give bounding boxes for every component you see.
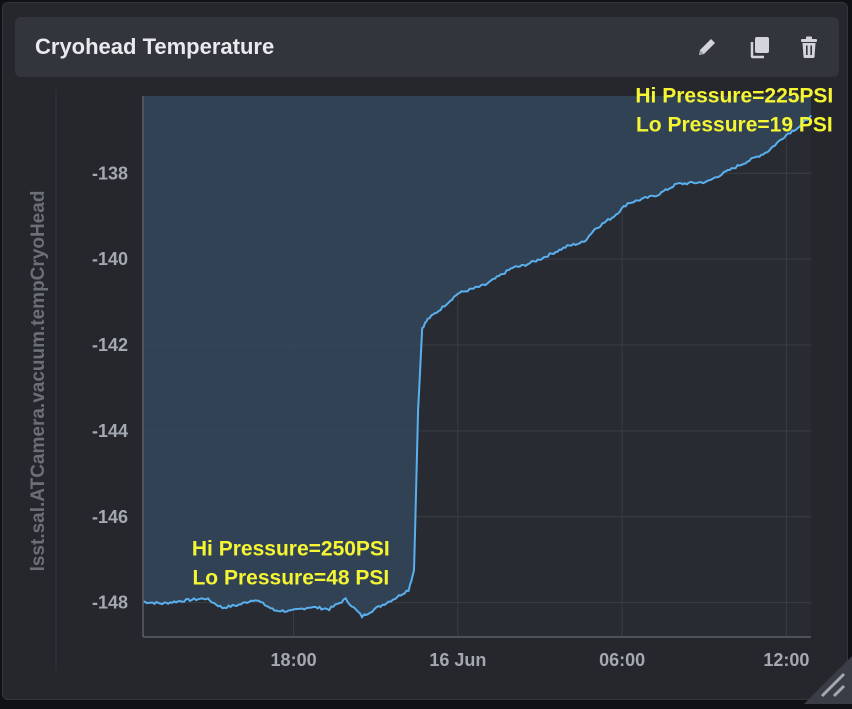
y-tick-label: -146: [92, 507, 128, 527]
resize-grip-icon: [792, 644, 852, 704]
pressure-annotation: Hi Pressure=250PSI: [192, 537, 390, 560]
pressure-annotation: Lo Pressure=48 PSI: [192, 566, 389, 589]
y-tick-label: -148: [92, 593, 128, 613]
y-tick-label: -142: [92, 335, 128, 355]
x-tick-label: 06:00: [599, 650, 645, 670]
pressure-annotation: Lo Pressure=19 PSI: [636, 113, 833, 136]
y-tick-label: -144: [92, 421, 128, 441]
x-tick-label: 16 Jun: [429, 650, 486, 670]
x-tick-label: 18:00: [271, 650, 317, 670]
y-axis-label: lsst.sal.ATCamera.vacuum.tempCryoHead: [28, 191, 49, 572]
y-tick-label: -140: [92, 249, 128, 269]
resize-handle[interactable]: [792, 644, 852, 704]
pressure-annotation: Hi Pressure=225PSI: [635, 84, 833, 107]
y-tick-label: -138: [92, 163, 128, 183]
